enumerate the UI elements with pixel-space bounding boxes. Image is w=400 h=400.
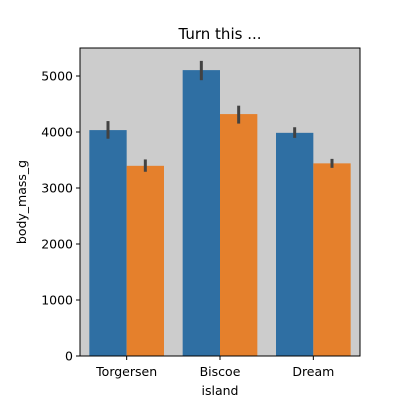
- y-tick-label: 0: [65, 349, 73, 364]
- bar: [182, 70, 220, 357]
- chart-title: Turn this ...: [177, 25, 261, 43]
- x-tick-label: Biscoe: [200, 364, 241, 379]
- y-tick-label: 4000: [41, 125, 73, 140]
- bar: [126, 165, 164, 356]
- bar: [89, 130, 127, 356]
- bar: [276, 132, 314, 356]
- bar: [313, 163, 351, 356]
- bar: [220, 114, 258, 356]
- y-tick-label: 1000: [41, 293, 73, 308]
- x-axis-label: island: [202, 383, 239, 398]
- x-tick-label: Dream: [292, 364, 334, 379]
- y-tick-label: 2000: [41, 237, 73, 252]
- y-axis: 0 1000 2000 3000 4000 5000: [41, 69, 80, 364]
- y-tick-label: 3000: [41, 181, 73, 196]
- x-axis: Torgersen Biscoe Dream: [95, 356, 334, 379]
- y-tick-label: 5000: [41, 69, 73, 84]
- bars-layer: [89, 70, 351, 357]
- x-tick-label: Torgersen: [95, 364, 157, 379]
- y-axis-label: body_mass_g: [14, 160, 29, 244]
- error-bars-layer: [106, 60, 334, 172]
